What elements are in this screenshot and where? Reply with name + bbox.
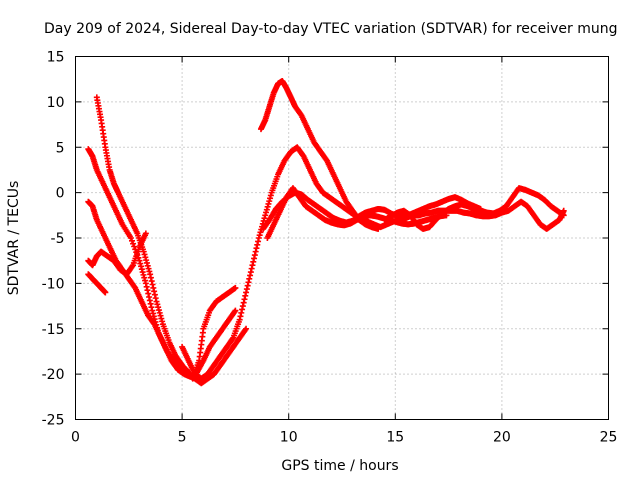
y-tick-label: 10 xyxy=(47,95,65,111)
x-axis-label: GPS time / hours xyxy=(281,458,398,474)
y-tick-label: -20 xyxy=(42,367,65,383)
x-tick-label: 0 xyxy=(71,430,80,446)
x-tick-label: 15 xyxy=(386,430,404,446)
axis-ticks: 0 5 10 15 20 25 15 10 5 0 -5 -10 -15 -20 -25 xyxy=(42,50,618,446)
y-tick-label: 5 xyxy=(56,140,65,156)
y-tick-label: 0 xyxy=(56,186,65,202)
series-track-10 xyxy=(264,185,450,241)
series-track-3 xyxy=(93,94,250,387)
data-point xyxy=(375,225,382,232)
data-point xyxy=(232,284,239,291)
data-point xyxy=(131,243,138,250)
series-track-6 xyxy=(179,144,567,382)
series-track-2 xyxy=(85,198,239,382)
y-tick-label: -10 xyxy=(42,276,65,292)
x-tick-label: 5 xyxy=(178,430,187,446)
data-point xyxy=(130,240,137,247)
y-tick-label: -25 xyxy=(42,413,65,429)
x-tick-label: 25 xyxy=(600,430,618,446)
series-track-7 xyxy=(257,78,382,232)
data-point xyxy=(443,212,450,219)
grid xyxy=(75,56,609,420)
y-tick-label: -15 xyxy=(42,322,65,338)
chart-title: Day 209 of 2024, Sidereal Day-to-day VTE… xyxy=(44,21,618,37)
data-point xyxy=(127,235,134,241)
data-point xyxy=(232,307,239,314)
data-point xyxy=(243,325,250,332)
data-point xyxy=(142,230,149,237)
data-point xyxy=(128,237,135,244)
series-track-4 xyxy=(85,230,149,278)
data-point xyxy=(560,212,567,219)
plot-frame xyxy=(75,56,609,420)
data-marks xyxy=(85,78,567,387)
x-tick-label: 10 xyxy=(280,430,298,446)
y-axis-label: SDTVAR / TECUs xyxy=(6,181,22,296)
series-track-5 xyxy=(85,271,109,296)
y-tick-label: 15 xyxy=(47,50,65,66)
x-tick-label: 20 xyxy=(493,430,511,446)
data-point xyxy=(102,289,109,296)
y-tick-label: -5 xyxy=(51,231,65,247)
